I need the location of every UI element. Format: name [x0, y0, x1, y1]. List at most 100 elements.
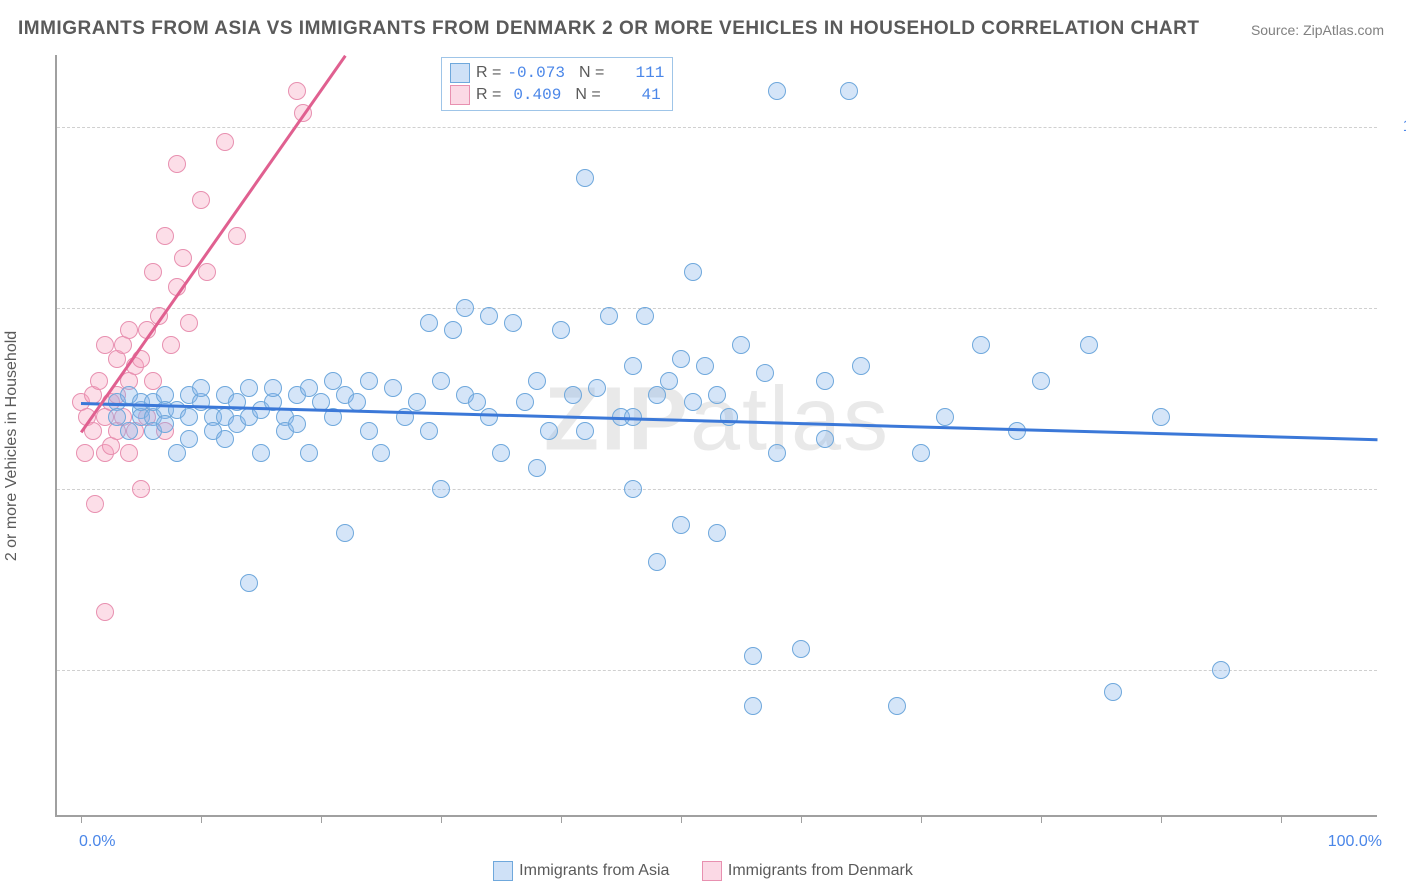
scatter-plot-area: ZIPatlas R =-0.073N =111R =0.409N =41 25… [55, 55, 1377, 817]
data-point-denmark [228, 227, 246, 245]
data-point-asia [540, 422, 558, 440]
x-tick [201, 815, 202, 823]
y-tick-label: 75.0% [1387, 299, 1406, 317]
legend-item-denmark: Immigrants from Denmark [702, 861, 913, 881]
n-value: 111 [610, 62, 664, 84]
data-point-asia [708, 386, 726, 404]
data-point-asia [372, 444, 390, 462]
data-point-asia [1104, 683, 1122, 701]
data-point-asia [648, 386, 666, 404]
gridline-horizontal [57, 308, 1377, 309]
data-point-asia [1080, 336, 1098, 354]
data-point-asia [480, 408, 498, 426]
y-axis-label: 2 or more Vehicles in Household [3, 331, 21, 561]
data-point-asia [732, 336, 750, 354]
swatch-denmark [450, 85, 470, 105]
data-point-asia [240, 574, 258, 592]
chart-title: IMMIGRANTS FROM ASIA VS IMMIGRANTS FROM … [18, 18, 1199, 40]
x-tick [321, 815, 322, 823]
x-tick [1161, 815, 1162, 823]
data-point-asia [180, 408, 198, 426]
data-point-asia [216, 430, 234, 448]
data-point-asia [288, 415, 306, 433]
data-point-asia [420, 314, 438, 332]
data-point-denmark [132, 480, 150, 498]
data-point-denmark [156, 227, 174, 245]
data-point-asia [816, 372, 834, 390]
data-point-asia [360, 372, 378, 390]
data-point-asia [672, 516, 690, 534]
gridline-horizontal [57, 489, 1377, 490]
data-point-asia [420, 422, 438, 440]
data-point-asia [300, 444, 318, 462]
x-tick [681, 815, 682, 823]
data-point-denmark [198, 263, 216, 281]
data-point-asia [588, 379, 606, 397]
data-point-asia [252, 444, 270, 462]
data-point-asia [120, 422, 138, 440]
data-point-denmark [162, 336, 180, 354]
r-value: -0.073 [507, 62, 565, 84]
data-point-asia [708, 524, 726, 542]
legend-stat-row: R =0.409N =41 [450, 84, 664, 106]
data-point-asia [456, 299, 474, 317]
data-point-asia [1152, 408, 1170, 426]
y-tick-label: 100.0% [1387, 118, 1406, 136]
data-point-asia [528, 372, 546, 390]
data-point-denmark [288, 82, 306, 100]
data-point-asia [1212, 661, 1230, 679]
data-point-asia [444, 321, 462, 339]
data-point-asia [516, 393, 534, 411]
data-point-asia [432, 372, 450, 390]
x-tick [441, 815, 442, 823]
data-point-denmark [180, 314, 198, 332]
series-legend: Immigrants from Asia Immigrants from Den… [0, 861, 1406, 886]
x-tick [81, 815, 82, 823]
data-point-asia [756, 364, 774, 382]
data-point-denmark [174, 249, 192, 267]
data-point-asia [684, 263, 702, 281]
data-point-asia [336, 524, 354, 542]
x-tick-label-max: 100.0% [1328, 833, 1382, 851]
data-point-asia [636, 307, 654, 325]
n-label: N = [579, 62, 604, 84]
data-point-asia [552, 321, 570, 339]
x-tick-label-min: 0.0% [79, 833, 115, 851]
data-point-denmark [192, 191, 210, 209]
x-tick [1281, 815, 1282, 823]
data-point-asia [696, 357, 714, 375]
data-point-asia [1032, 372, 1050, 390]
x-tick [801, 815, 802, 823]
data-point-asia [684, 393, 702, 411]
data-point-denmark [120, 444, 138, 462]
data-point-asia [624, 357, 642, 375]
data-point-asia [264, 379, 282, 397]
correlation-legend: R =-0.073N =111R =0.409N =41 [441, 57, 673, 111]
data-point-asia [504, 314, 522, 332]
swatch-asia [493, 861, 513, 881]
legend-stat-row: R =-0.073N =111 [450, 62, 664, 84]
data-point-asia [432, 480, 450, 498]
data-point-asia [600, 307, 618, 325]
gridline-horizontal [57, 670, 1377, 671]
data-point-asia [564, 386, 582, 404]
data-point-asia [168, 444, 186, 462]
data-point-asia [492, 444, 510, 462]
x-tick [1041, 815, 1042, 823]
data-point-asia [936, 408, 954, 426]
r-label: R = [476, 84, 501, 106]
data-point-asia [660, 372, 678, 390]
data-point-denmark [168, 155, 186, 173]
data-point-denmark [96, 603, 114, 621]
data-point-asia [480, 307, 498, 325]
swatch-asia [450, 63, 470, 83]
data-point-asia [624, 480, 642, 498]
data-point-asia [768, 444, 786, 462]
r-value: 0.409 [507, 84, 561, 106]
x-tick [921, 815, 922, 823]
legend-label-asia: Immigrants from Asia [519, 862, 669, 880]
trendline-denmark [80, 56, 346, 434]
n-label: N = [575, 84, 600, 106]
y-tick-label: 25.0% [1387, 661, 1406, 679]
data-point-asia [192, 379, 210, 397]
